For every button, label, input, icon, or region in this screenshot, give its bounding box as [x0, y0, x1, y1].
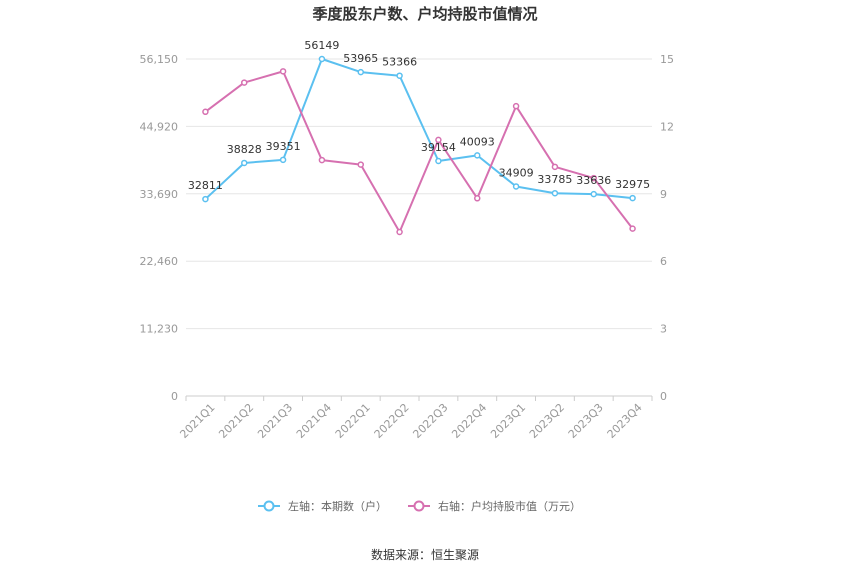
data-point: [629, 225, 636, 232]
source-note: 数据来源：恒生聚源: [371, 547, 479, 562]
grid: [186, 58, 652, 397]
left-tick-label: 22,460: [140, 255, 179, 268]
legend-label-right: 右轴：户均持股市值（万元）: [438, 499, 581, 513]
series-line-2: [204, 70, 634, 233]
data-point: [241, 79, 248, 86]
data-point: [512, 102, 520, 110]
right-tick-label: 9: [660, 188, 667, 201]
data-label: 53965: [343, 52, 378, 65]
data-point: [279, 156, 287, 164]
left-tick-label: 11,230: [140, 323, 179, 336]
data-point: [435, 157, 442, 165]
data-point: [241, 159, 248, 167]
data-label: 38828: [227, 143, 262, 156]
left-tick-label: 56,150: [140, 53, 179, 66]
left-axis: 0 11,230 22,460 33,690 44,920 56,150: [140, 53, 179, 403]
data-point: [551, 189, 559, 197]
right-axis: 0 3 6 9 12 15: [660, 53, 674, 403]
data-point: [279, 68, 287, 75]
chart-title: 季度股东户数、户均持股市值情况: [312, 5, 537, 23]
data-point: [202, 108, 209, 116]
x-tick-label: 2023Q3: [566, 401, 606, 441]
data-point: [474, 195, 481, 202]
x-tick-label: 2023Q2: [527, 401, 567, 441]
data-label: 33636: [576, 174, 611, 187]
data-labels: 32811 38828 39351 56149 53965 53366 39154 40093…: [188, 39, 650, 192]
x-tick-label: 2021Q3: [255, 401, 295, 441]
x-tick-label: 2021Q1: [177, 401, 217, 441]
data-point: [435, 136, 442, 144]
data-point: [512, 183, 520, 190]
data-label: 53366: [382, 56, 417, 69]
data-label: 40093: [460, 135, 495, 148]
data-label: 33785: [537, 173, 572, 186]
data-label: 56149: [304, 39, 339, 52]
x-tick-label: 2023Q1: [488, 401, 528, 441]
series-layer: [202, 55, 636, 236]
x-tick-label: 2022Q2: [372, 401, 412, 441]
series-line-1: [204, 58, 633, 200]
data-point: [202, 195, 209, 203]
x-tick-label: 2022Q3: [410, 401, 450, 441]
right-tick-label: 6: [660, 255, 667, 268]
data-point: [396, 72, 403, 79]
data-label: 32975: [615, 178, 650, 191]
legend-item-right[interactable]: 右轴：户均持股市值（万元）: [408, 499, 581, 513]
x-tick-label: 2021Q2: [216, 401, 256, 441]
data-point: [474, 152, 481, 159]
data-label: 39351: [266, 140, 301, 153]
left-tick-label: 0: [171, 390, 178, 403]
legend-item-left[interactable]: 左轴：本期数（户）: [258, 499, 387, 513]
right-tick-label: 3: [660, 323, 667, 336]
right-tick-label: 12: [660, 120, 674, 133]
data-label: 32811: [188, 179, 223, 192]
data-point: [590, 174, 597, 182]
left-tick-label: 33,690: [140, 188, 179, 201]
data-point: [590, 190, 597, 198]
x-tick-label: 2023Q4: [605, 401, 645, 441]
x-tick-label: 2022Q1: [333, 401, 373, 441]
data-point: [318, 55, 326, 63]
data-point: [357, 161, 364, 168]
data-label: 39154: [421, 141, 456, 154]
right-tick-label: 0: [660, 390, 667, 403]
legend: 左轴：本期数（户） 右轴：户均持股市值（万元）: [258, 499, 581, 513]
left-tick-label: 44,920: [140, 120, 179, 133]
data-point: [318, 156, 326, 164]
legend-label-left: 左轴：本期数（户）: [288, 499, 387, 513]
data-point: [396, 228, 403, 236]
data-point: [357, 68, 364, 76]
x-axis: 2021Q12021Q22021Q32021Q42022Q12022Q22022…: [177, 396, 653, 441]
x-tick-label: 2021Q4: [294, 401, 334, 441]
right-tick-label: 15: [660, 53, 674, 66]
data-label: 34909: [499, 166, 534, 179]
data-point: [629, 194, 636, 202]
data-point: [551, 163, 559, 171]
x-tick-label: 2022Q4: [449, 401, 489, 441]
